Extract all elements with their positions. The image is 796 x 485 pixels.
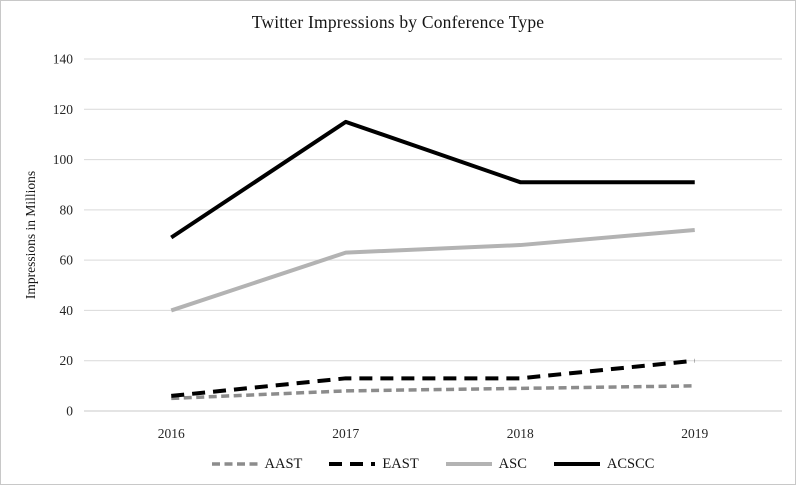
y-tick-label: 100 bbox=[53, 152, 74, 167]
legend-item-acscc: ACSCC bbox=[553, 455, 655, 473]
x-tick-label: 2017 bbox=[332, 426, 359, 441]
y-tick-label: 80 bbox=[60, 202, 74, 217]
legend-label-east: EAST bbox=[382, 455, 419, 472]
legend-item-east: EAST bbox=[329, 455, 419, 473]
legend-item-asc: ASC bbox=[445, 455, 527, 473]
x-tick-label: 2016 bbox=[158, 426, 185, 441]
series-line-aast bbox=[171, 384, 695, 401]
legend-swatch-aast bbox=[211, 462, 258, 466]
y-tick-label: 120 bbox=[53, 102, 74, 117]
legend-swatch-acscc bbox=[553, 462, 600, 466]
legend-label-asc: ASC bbox=[498, 455, 527, 472]
legend-label-aast: AAST bbox=[264, 455, 303, 472]
x-tick-label: 2019 bbox=[681, 426, 708, 441]
y-tick-label: 40 bbox=[60, 303, 74, 318]
legend-swatch-east bbox=[329, 462, 376, 466]
series-line-acscc bbox=[170, 119, 695, 240]
series-line-east bbox=[171, 358, 695, 398]
series-line-asc bbox=[170, 227, 695, 313]
legend: AAST EAST ASC ACSCC bbox=[84, 451, 782, 477]
y-tick-label: 20 bbox=[60, 353, 74, 368]
legend-item-aast: AAST bbox=[211, 455, 303, 473]
y-tick-label: 140 bbox=[53, 52, 74, 67]
chart-title: Twitter Impressions by Conference Type bbox=[251, 12, 545, 32]
x-tick-label: 2018 bbox=[507, 426, 534, 441]
y-tick-label: 0 bbox=[66, 404, 73, 419]
legend-swatch-asc bbox=[445, 462, 492, 466]
y-tick-label: 60 bbox=[60, 253, 74, 268]
legend-label-acscc: ACSCC bbox=[606, 455, 655, 472]
